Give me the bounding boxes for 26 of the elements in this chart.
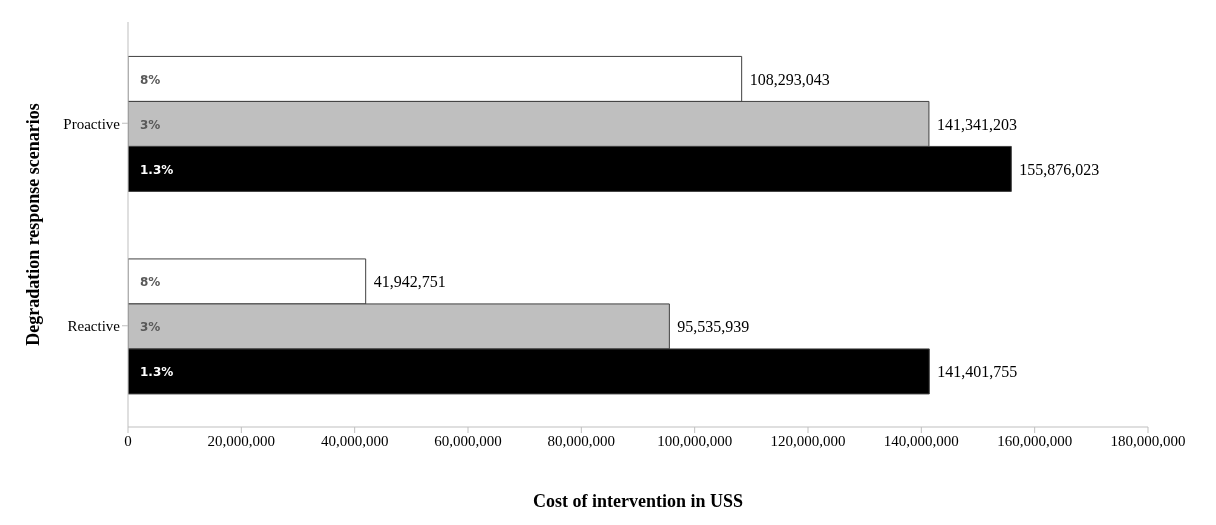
x-tick-label: 0	[124, 432, 132, 449]
x-tick-label: 40,000,000	[320, 432, 389, 449]
x-tick-label: 160,000,000	[997, 432, 1073, 449]
x-tick-label: 180,000,000	[1110, 432, 1186, 449]
data-label: 95,535,939	[677, 318, 750, 336]
data-label: 141,341,203	[936, 115, 1017, 133]
x-tick-label: 100,000,000	[657, 432, 733, 449]
x-tick-label: 20,000,000	[207, 432, 276, 449]
data-label: 41,942,751	[373, 273, 446, 291]
y-axis-title: Degradation response scenarios	[23, 103, 44, 346]
x-tick-label: 120,000,000	[770, 432, 846, 449]
text: 1.3%	[140, 365, 174, 380]
x-tick-label: 140,000,000	[883, 432, 959, 449]
y-tick-label: Proactive	[63, 115, 121, 132]
data-label: 108,293,043	[749, 70, 830, 88]
series-label: 8%	[140, 72, 161, 87]
x-tick-label: 60,000,000	[434, 432, 502, 449]
data-label: 155,876,023	[1019, 160, 1100, 178]
data-label: 141,401,755	[937, 363, 1018, 381]
text: 8%	[140, 275, 161, 290]
x-axis-title: Cost of intervention in USS	[532, 491, 744, 511]
x-tick-label: 80,000,000	[547, 432, 616, 449]
text: 3%	[140, 320, 161, 335]
series-label: 3%	[140, 117, 161, 132]
y-tick-label: Reactive	[67, 318, 121, 335]
series-label: 1.3%	[140, 162, 174, 177]
